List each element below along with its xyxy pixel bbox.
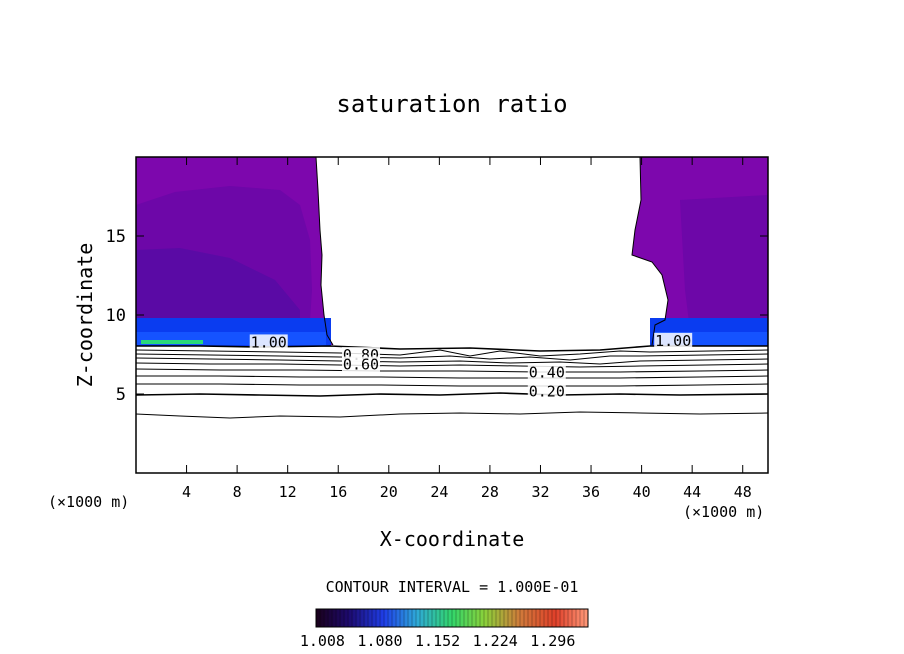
chart-title: saturation ratio (336, 90, 567, 118)
x-tick-label: 36 (582, 483, 600, 501)
contour-0-70 (136, 357, 768, 365)
contour-0-90 (136, 349, 768, 357)
y-tick-label: 15 (106, 227, 126, 247)
contour-interval-text: CONTOUR INTERVAL = 1.000E-01 (326, 578, 579, 596)
colorbar-tick-labels: 1.008 1.080 1.152 1.224 1.296 (300, 632, 576, 650)
contour-0-20 (136, 392, 768, 397)
x-tick-label: 12 (279, 483, 297, 501)
x-tick-label: 48 (734, 483, 752, 501)
x-tick-label: 20 (380, 483, 398, 501)
x-unit-right: (×1000 m) (683, 503, 764, 521)
contour-0-80 (136, 353, 768, 361)
contour-0-60 (136, 362, 768, 368)
x-tick-label: 28 (481, 483, 499, 501)
contour-labels: 1.000.800.60 0.400.201.00 (249, 332, 693, 400)
shaded-regions (136, 157, 768, 346)
contour-0-40 (136, 375, 768, 379)
contour-label-bg (527, 364, 566, 380)
colorbar: 1.008 1.080 1.152 1.224 1.296 (300, 608, 589, 650)
contour-label: 0.60 (343, 356, 379, 374)
x-tick-label: 16 (329, 483, 347, 501)
contour-lines (136, 157, 768, 419)
contour-label: 0.20 (529, 382, 565, 400)
x-tick-label: 44 (683, 483, 701, 501)
contour-0-50 (136, 368, 768, 373)
colorbar-tick-label: 1.296 (530, 632, 575, 650)
contour-label: 1.00 (251, 333, 287, 351)
left-cloud-edge (315, 157, 334, 346)
x-tick-label: 8 (233, 483, 242, 501)
contour-label-bg (654, 332, 693, 348)
left-darker-core (136, 248, 300, 330)
contour-label-bg (527, 383, 566, 399)
right-dark-core (680, 195, 768, 330)
y-axis-label: Z-coordinate (73, 243, 97, 388)
contour-0-30 (136, 383, 768, 387)
x-tick-label: 40 (633, 483, 651, 501)
x-axis-label: X-coordinate (380, 527, 525, 551)
right-cloud-edge (631, 157, 669, 346)
colorbar-stripes (319, 609, 585, 627)
contour-1-00 (136, 345, 768, 352)
colorbar-tick-label: 1.008 (300, 632, 345, 650)
contour-label-bg (249, 334, 288, 350)
contour-label: 0.40 (529, 363, 565, 381)
contour-0-10 (136, 411, 768, 419)
x-unit-left: (×1000 m) (48, 493, 129, 511)
y-tick-label: 5 (116, 385, 126, 405)
plot-area: 1.000.800.60 0.400.201.00 (136, 157, 768, 419)
x-tick-label: 24 (430, 483, 448, 501)
contour-label: 1.00 (655, 332, 691, 350)
colorbar-tick-label: 1.152 (415, 632, 460, 650)
contour-label-bg (341, 356, 380, 372)
colorbar-tick-label: 1.080 (357, 632, 402, 650)
y-tick-label: 10 (106, 306, 126, 326)
left-green-streak (141, 340, 203, 344)
x-tick-label: 32 (531, 483, 549, 501)
colorbar-tick-label: 1.224 (473, 632, 518, 650)
x-tick-label: 4 (182, 483, 191, 501)
